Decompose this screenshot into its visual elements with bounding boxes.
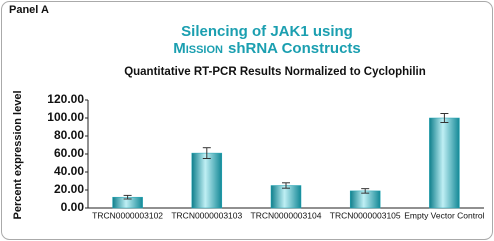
chart-title: Silencing of JAK1 using xyxy=(181,23,353,40)
x-tick-label: TRCN0000003103 xyxy=(171,210,242,220)
y-tick-label: 60.00 xyxy=(54,146,84,160)
y-tick-label: 100.00 xyxy=(47,110,84,124)
y-tick-label: 40.00 xyxy=(54,164,84,178)
y-tick-label: 120.00 xyxy=(47,92,84,106)
panel-label: Panel A xyxy=(9,4,49,16)
y-tick-label: 80.00 xyxy=(54,128,84,142)
bar xyxy=(270,185,302,209)
chart-title: Mission shRNA Constructs xyxy=(173,40,361,57)
bar xyxy=(429,117,460,209)
title-brand: Mission xyxy=(173,40,223,57)
bar xyxy=(191,152,223,209)
y-tick-label: 20.00 xyxy=(54,182,84,196)
x-tick-label: Empty Vector Control xyxy=(404,210,484,220)
x-tick-label: TRCN0000003104 xyxy=(251,210,322,220)
x-tick-label: TRCN0000003105 xyxy=(330,210,401,220)
y-axis-label: Percent expression level xyxy=(12,90,24,219)
x-tick-label: TRCN0000003102 xyxy=(92,210,163,220)
chart-subtitle: Quantitative RT-PCR Results Normalized t… xyxy=(124,66,426,78)
title-rest: shRNA Constructs xyxy=(228,40,361,57)
y-tick-label: 0.00 xyxy=(61,200,85,214)
